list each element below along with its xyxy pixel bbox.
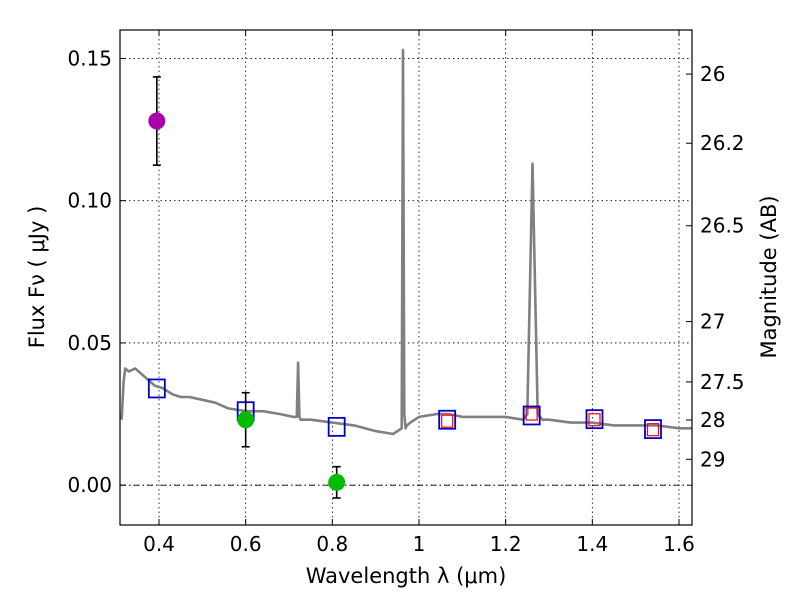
plot-area — [120, 30, 692, 525]
model-photometry-square — [147, 378, 166, 399]
data-layer — [120, 48, 692, 499]
right-tick-label: 26.5 — [700, 214, 745, 238]
plot-frame — [119, 29, 693, 526]
right-tick-label: 28 — [700, 408, 725, 432]
x-tick-label: 1 — [413, 532, 426, 556]
observed-red-square — [441, 414, 454, 428]
detection-point — [328, 473, 346, 491]
y-right-axis-label: Magnitude (AB) — [757, 195, 781, 358]
right-tick-label: 26 — [700, 62, 725, 86]
y-tick-label: 0.10 — [67, 189, 112, 213]
model-photometry-square — [327, 416, 346, 437]
observed-red-square — [646, 423, 660, 437]
ticks: 0.4 0.6 0.8 1 1.2 1.4 1.6 0.00 0.05 0.10 0.15 26 26.… — [67, 30, 745, 556]
x-tick-label: 0.6 — [230, 532, 262, 556]
model-photometry-square — [522, 405, 541, 426]
x-tick-label: 1.2 — [490, 532, 522, 556]
grid-lines — [120, 30, 692, 525]
observed-red-square — [525, 407, 538, 421]
detection-point — [237, 411, 255, 429]
x-tick-label: 1.6 — [663, 532, 695, 556]
x-tick-label: 1.4 — [576, 532, 608, 556]
model-photometry-square — [438, 409, 457, 430]
right-tick-label: 26.2 — [700, 131, 745, 155]
y-tick-label: 0.15 — [67, 46, 112, 70]
right-tick-label: 27 — [700, 310, 725, 334]
model-photometry-square — [644, 419, 662, 440]
observed-red-square — [588, 413, 601, 427]
x-tick-label: 0.4 — [143, 532, 175, 556]
spectrum-line — [120, 48, 692, 436]
x-tick-label: 0.8 — [316, 532, 348, 556]
y-tick-label: 0.05 — [67, 331, 112, 355]
model-photometry-square — [585, 409, 604, 430]
x-axis-label: Wavelength λ (μm) — [306, 564, 507, 588]
right-tick-label: 29 — [700, 447, 725, 471]
right-tick-label: 27.5 — [700, 370, 745, 394]
y-axis-label: Flux Fν ( μJy ) — [25, 206, 49, 349]
y-tick-label: 0.00 — [67, 473, 112, 497]
detection-point — [148, 112, 166, 130]
